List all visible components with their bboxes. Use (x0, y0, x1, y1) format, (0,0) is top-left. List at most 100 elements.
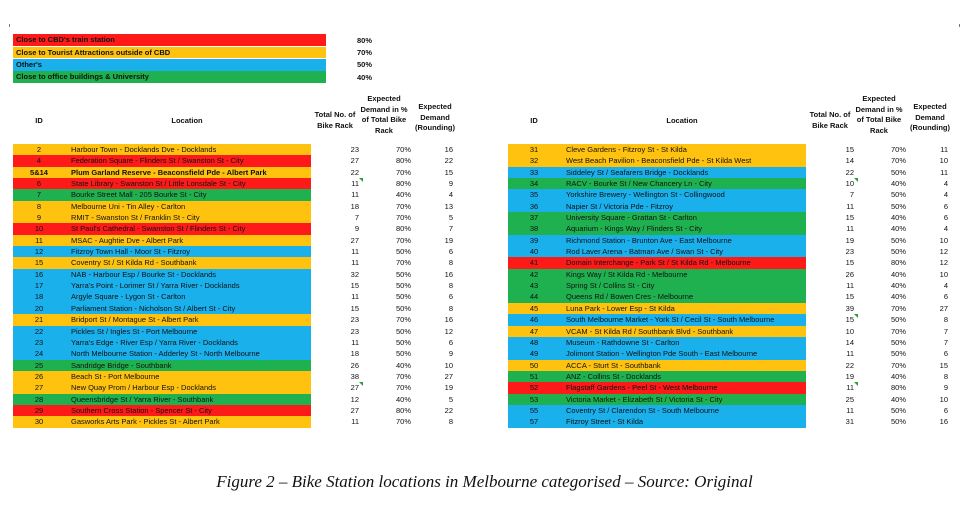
cell-location: University Square - Grattan St - Carlton (560, 212, 806, 224)
cell-location: Siddeley St / Seafarers Bridge - Docklan… (560, 166, 806, 179)
table-body: 31 Cleve Gardens - Fitzroy St - St Kilda 1… (508, 144, 948, 428)
cell-id: 36 (508, 200, 560, 213)
cell-total: 19 (806, 370, 854, 383)
table-row: 57 Fitzroy Street - St Kilda 31 50% 16 (508, 416, 948, 428)
cell-location: Museum - Rathdowne St - Carlton (560, 336, 806, 349)
cell-total: 15 (311, 280, 359, 292)
cell-total: 11 (311, 246, 359, 258)
cell-total: 11 (806, 200, 854, 213)
table-row: 8 Melbourne Uni - Tin Alley - Carlton 18 70… (13, 200, 453, 213)
table-row: 43 Spring St / Collins St - City 11 40% 4 (508, 280, 948, 292)
legend-item: Close to Tourist Attractions outside of … (13, 46, 372, 59)
cell-id: 5&14 (13, 166, 65, 179)
cell-id: 9 (13, 212, 65, 224)
cell-expected-rounding: 6 (411, 246, 453, 258)
cell-id: 12 (13, 246, 65, 258)
cell-expected-rounding: 10 (411, 359, 453, 371)
table-row: 52 Flagstaff Gardens - Peel St - West Mel… (508, 382, 948, 394)
cell-id: 39 (508, 234, 560, 247)
cell-id: 46 (508, 314, 560, 326)
table-row: 2 Harbour Town - Docklands Dve - Dockland… (13, 144, 453, 156)
cell-id: 52 (508, 382, 560, 394)
cell-expected-pct: 50% (359, 336, 411, 349)
cell-expected-pct: 70% (854, 359, 906, 371)
cell-location: North Melbourne Station - Adderley St - … (65, 348, 311, 360)
table-row: 36 Napier St / Victoria Pde - Fitzroy 11 50… (508, 200, 948, 213)
header-expected-pct: Expected Demand in % of Total Bike Rack (855, 94, 903, 135)
legend-item: Close to CBD's train station 80% (13, 34, 372, 46)
cell-expected-rounding: 8 (411, 257, 453, 269)
cell-location: Gasworks Arts Park - Pickles St - Albert… (65, 416, 311, 428)
cell-location: Plum Garland Reserve - Beaconsfield Pde … (65, 166, 311, 179)
cell-expected-pct: 40% (854, 223, 906, 235)
header-expected-rounding: Expected Demand (Rounding) (415, 102, 455, 132)
cell-expected-rounding: 12 (906, 246, 948, 258)
header-location: Location (171, 116, 203, 125)
cell-id: 49 (508, 348, 560, 360)
cell-total: 39 (806, 302, 854, 315)
cell-expected-pct: 70% (359, 382, 411, 394)
cell-id: 48 (508, 336, 560, 349)
cell-expected-rounding: 11 (906, 166, 948, 179)
table-row: 45 Luna Park - Lower Esp - St Kilda 39 70% 2… (508, 302, 948, 315)
cell-id: 15 (13, 257, 65, 269)
cell-expected-pct: 80% (359, 223, 411, 235)
cell-expected-pct: 80% (854, 382, 906, 394)
cell-location: Cleve Gardens - Fitzroy St - St Kilda (560, 144, 806, 156)
cell-total: 25 (806, 393, 854, 405)
cell-id: 35 (508, 189, 560, 201)
cell-expected-pct: 50% (854, 348, 906, 360)
cell-expected-pct: 50% (359, 325, 411, 337)
cell-location: Queens Rd / Bowen Cres - Melbourne (560, 291, 806, 303)
cell-location: MSAC - Aughtie Dve - Albert Park (65, 234, 311, 247)
cell-expected-pct: 50% (854, 200, 906, 213)
table-row: 50 ACCA - Sturt St - Southbank 22 70% 15 (508, 359, 948, 371)
header-total: Total No. of Bike Rack (314, 110, 356, 130)
category-legend: Close to CBD's train station 80% Close to … (13, 34, 372, 84)
table-row: 37 University Square - Grattan St - Carlt… (508, 212, 948, 224)
cell-expected-rounding: 9 (411, 178, 453, 190)
cell-expected-pct: 70% (359, 212, 411, 224)
cell-expected-rounding: 15 (906, 359, 948, 371)
cell-total: 11 (311, 291, 359, 303)
cell-id: 18 (13, 291, 65, 303)
cell-expected-rounding: 10 (906, 268, 948, 281)
cell-location: Beach St - Port Melbourne (65, 370, 311, 383)
cell-location: Argyle Square - Lygon St - Carlton (65, 291, 311, 303)
cell-location: Yarra's Edge - River Esp / Yarra River -… (65, 336, 311, 349)
cell-location: Pickles St / Ingles St - Port Melbourne (65, 325, 311, 337)
table-row: 30 Gasworks Arts Park - Pickles St - Albe… (13, 416, 453, 428)
table-row: 55 Coventry St / Clarendon St - South Mel… (508, 404, 948, 417)
cell-id: 28 (13, 393, 65, 405)
table-row: 10 St Paul's Cathedral - Swanston St / Fl… (13, 223, 453, 235)
cell-total: 12 (311, 393, 359, 405)
figure-caption: Figure 2 – Bike Station locations in Mel… (216, 472, 753, 491)
cell-location: Yarra's Point - Lorimer St / Yarra River… (65, 280, 311, 292)
cell-id: 30 (13, 416, 65, 428)
cell-expected-rounding: 12 (906, 257, 948, 269)
header-id: ID (530, 116, 538, 125)
table-row: 42 Kings Way / St Kilda Rd - Melbourne 26 4… (508, 268, 948, 281)
cell-location: Fitzroy Street - St Kilda (560, 416, 806, 428)
cell-id: 51 (508, 370, 560, 383)
cell-id: 21 (13, 314, 65, 326)
table-row: 35 Yorkshire Brewery - Wellington St - Co… (508, 189, 948, 201)
cell-expected-rounding: 22 (411, 155, 453, 167)
header-id: ID (35, 116, 43, 125)
cell-total: 22 (806, 166, 854, 179)
cell-total: 11 (311, 336, 359, 349)
cell-expected-pct: 50% (359, 246, 411, 258)
table-row: 9 RMIT - Swanston St / Franklin St - City… (13, 212, 453, 224)
cell-expected-pct: 50% (854, 246, 906, 258)
corner-mark (9, 24, 10, 27)
cell-location: Aquarium - Kings Way / Flinders St - Cit… (560, 223, 806, 235)
cell-total: 27 (311, 382, 359, 394)
cell-total: 19 (806, 234, 854, 247)
cell-expected-rounding: 16 (411, 314, 453, 326)
cell-id: 47 (508, 325, 560, 337)
cell-expected-pct: 70% (359, 370, 411, 383)
cell-expected-pct: 70% (359, 416, 411, 428)
legend-label: Close to CBD's train station (13, 34, 326, 46)
cell-expected-rounding: 10 (906, 234, 948, 247)
cell-expected-rounding: 19 (411, 234, 453, 247)
